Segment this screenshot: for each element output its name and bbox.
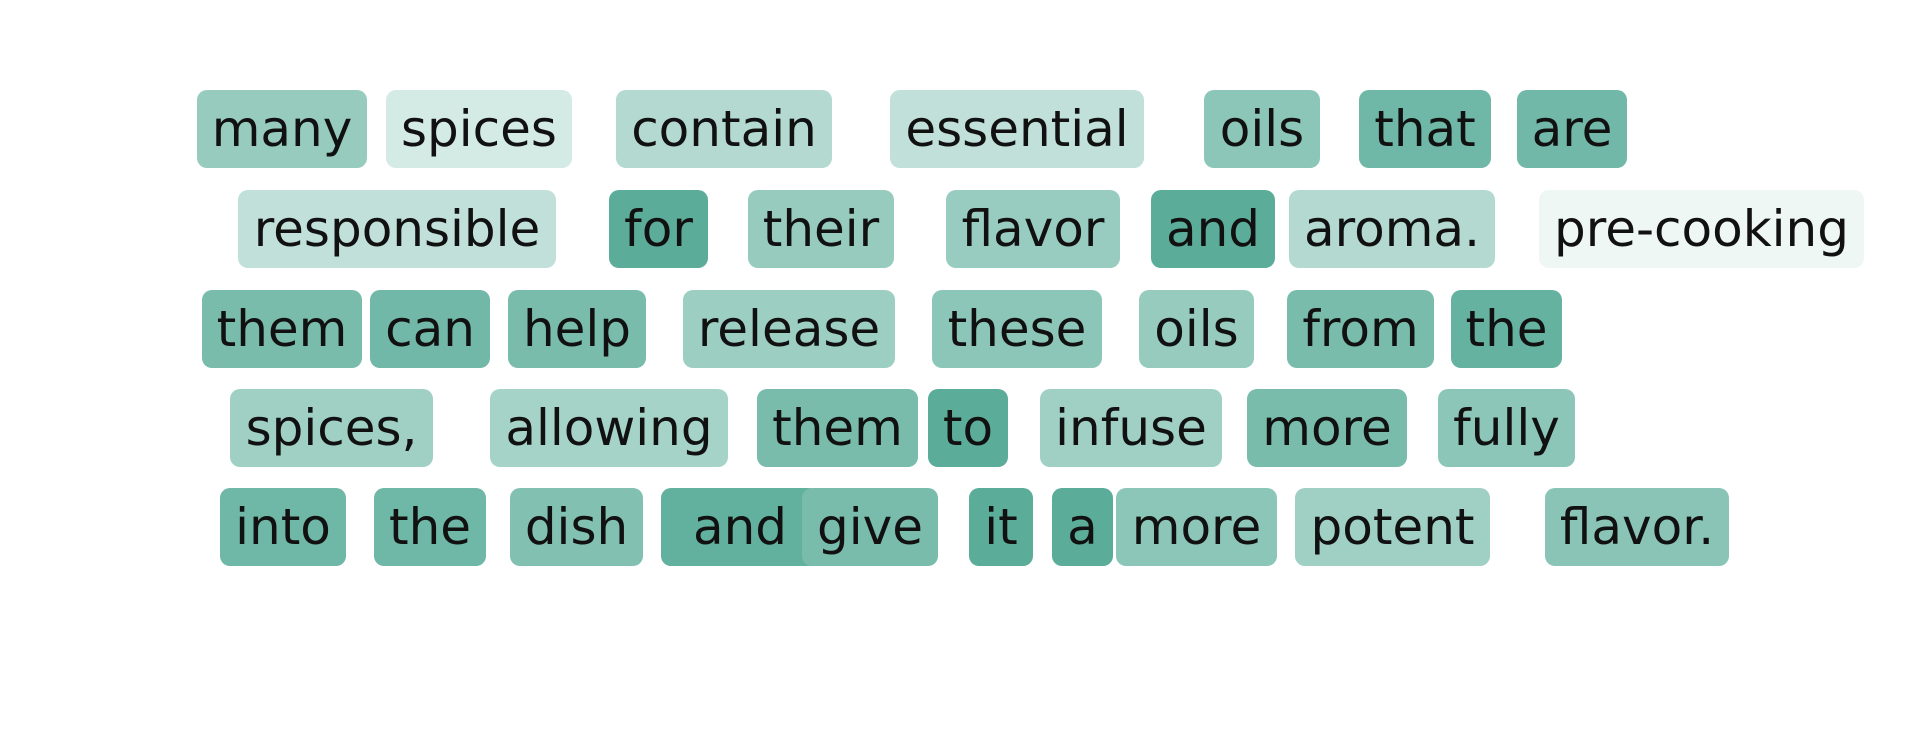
token-chip: that	[1359, 90, 1491, 168]
token-chip: dish	[510, 488, 643, 566]
token-chip: the	[1451, 290, 1562, 368]
token-chip: more	[1116, 488, 1277, 566]
token-chip: spices,	[230, 389, 433, 467]
token-chip: more	[1247, 389, 1407, 467]
token-chip: help	[508, 290, 646, 368]
token-chip: aroma.	[1289, 190, 1495, 268]
token-chip: the	[374, 488, 486, 566]
token-chip: them	[757, 389, 918, 467]
token-chip: flavor	[946, 190, 1120, 268]
token-chip: potent	[1295, 488, 1490, 566]
token-chip: infuse	[1040, 389, 1222, 467]
token-chip: from	[1287, 290, 1434, 368]
token-chip: a	[1052, 488, 1113, 566]
token-chip: to	[928, 389, 1008, 467]
token-chip: give	[802, 488, 938, 566]
token-chip: for	[609, 190, 708, 268]
token-chip: their	[748, 190, 894, 268]
token-chip: these	[932, 290, 1102, 368]
token-chip: and	[661, 488, 819, 566]
token-chip: flavor.	[1545, 488, 1729, 566]
token-chip: fully	[1438, 389, 1575, 467]
token-chip: and	[1151, 190, 1275, 268]
token-chip: many	[197, 90, 367, 168]
token-chip: into	[220, 488, 346, 566]
token-chip: contain	[616, 90, 832, 168]
token-chip: responsible	[238, 190, 556, 268]
token-chip: spices	[386, 90, 572, 168]
token-chip: it	[969, 488, 1033, 566]
token-chip: oils	[1204, 90, 1320, 168]
token-chip: release	[683, 290, 895, 368]
token-chip: allowing	[490, 389, 728, 467]
token-chip: pre-cooking	[1539, 190, 1864, 268]
token-chip: oils	[1139, 290, 1254, 368]
token-chip: them	[202, 290, 362, 368]
token-chip: can	[370, 290, 490, 368]
token-chip: essential	[890, 90, 1144, 168]
token-chip: are	[1517, 90, 1627, 168]
